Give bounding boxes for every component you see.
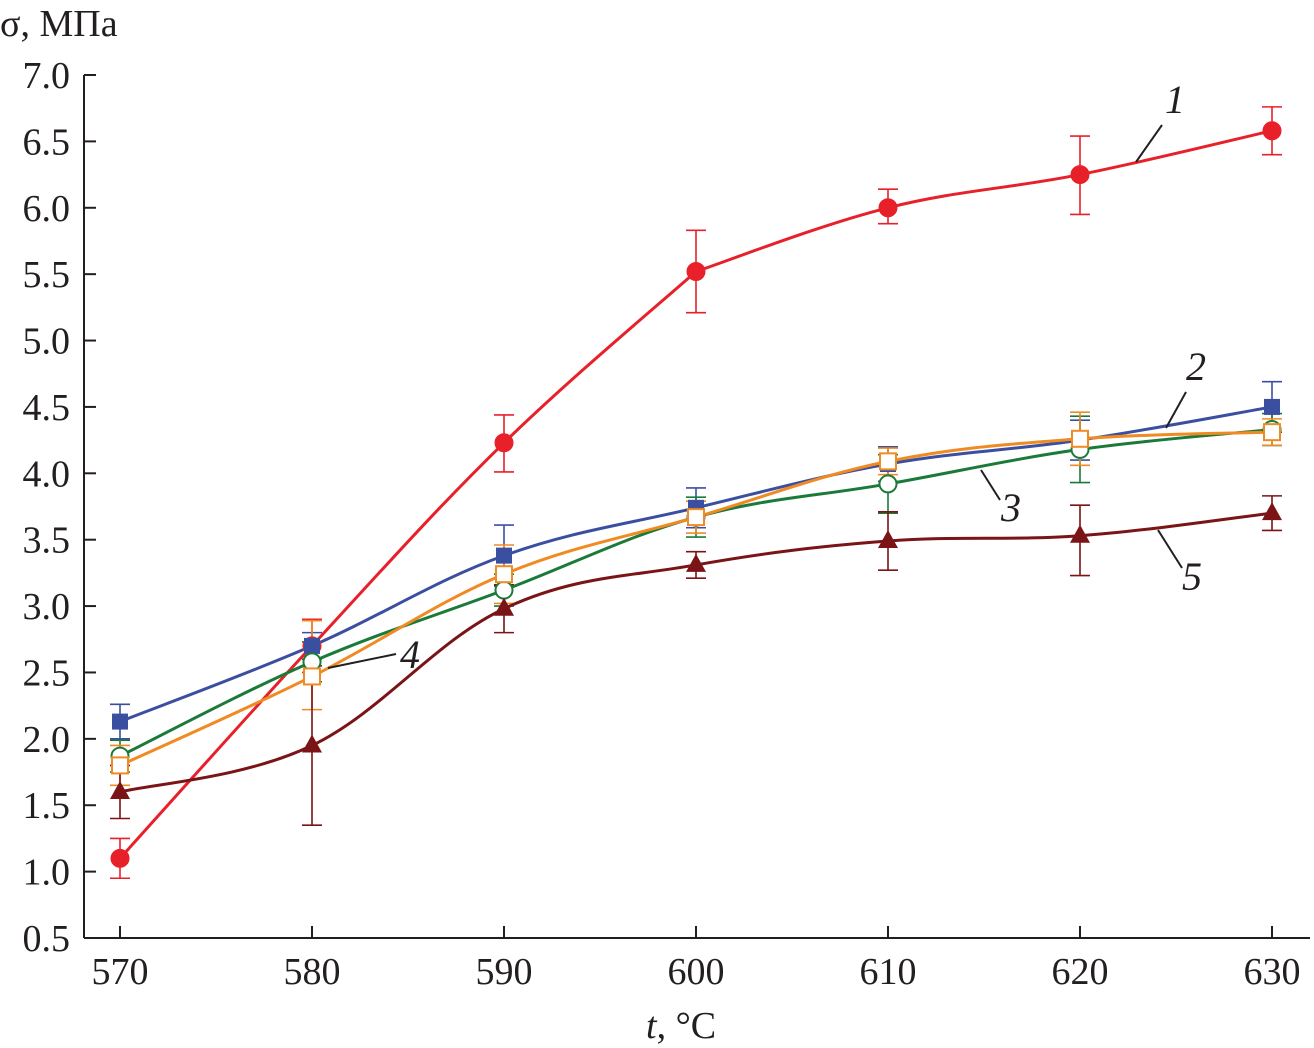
y-tick-label: 1.5 bbox=[23, 785, 71, 827]
data-point-series-4 bbox=[879, 452, 897, 471]
y-tick-label: 7.0 bbox=[23, 55, 71, 97]
data-point-series-5 bbox=[686, 553, 706, 572]
x-tick-label: 580 bbox=[284, 951, 341, 993]
curve-label: 5 bbox=[1182, 554, 1202, 599]
data-point-series-3 bbox=[878, 474, 898, 494]
data-point-series-3 bbox=[494, 580, 514, 600]
y-ticks: 0.5 1.0 1.5 2.0 2.5 3.0 3.5 4.0 4.5 5.0 5.5 6.0 6.5 7… bbox=[23, 55, 96, 960]
data-point-series-4 bbox=[1263, 423, 1281, 442]
curve-label: 2 bbox=[1186, 344, 1206, 389]
y-tick-label: 3.5 bbox=[23, 520, 71, 562]
y-tick-label: 0.5 bbox=[23, 918, 71, 960]
data-point-series-5 bbox=[878, 530, 898, 549]
series-markers bbox=[110, 121, 1282, 868]
data-point-series-4 bbox=[303, 667, 321, 686]
curve-labels: 1 2 3 4 5 bbox=[327, 77, 1206, 677]
data-point-series-1 bbox=[1262, 121, 1282, 141]
error-bars bbox=[110, 106, 1282, 880]
data-point-series-5 bbox=[494, 597, 514, 616]
data-point-series-4 bbox=[495, 565, 513, 584]
data-point-series-4 bbox=[1071, 429, 1089, 448]
curve-label: 1 bbox=[1165, 77, 1185, 122]
data-point-series-2 bbox=[496, 547, 512, 564]
data-point-series-1 bbox=[1070, 165, 1090, 185]
data-point-series-1 bbox=[110, 848, 130, 868]
x-tick-label: 620 bbox=[1052, 951, 1109, 993]
x-tick-label: 600 bbox=[668, 951, 725, 993]
y-tick-label: 6.0 bbox=[23, 188, 71, 230]
x-axis-label-unit: , °C bbox=[657, 1005, 717, 1047]
curve-label: 3 bbox=[1000, 485, 1021, 530]
x-tick-label: 590 bbox=[476, 951, 533, 993]
data-point-series-1 bbox=[878, 198, 898, 218]
data-point-series-2 bbox=[304, 637, 320, 654]
curve-label: 4 bbox=[400, 632, 420, 677]
x-tick-label: 610 bbox=[860, 951, 917, 993]
data-point-series-1 bbox=[686, 261, 706, 281]
x-axis-label-symbol: t bbox=[646, 1005, 658, 1047]
data-point-series-4 bbox=[111, 756, 129, 775]
y-tick-label: 6.5 bbox=[23, 121, 71, 163]
y-tick-label: 4.0 bbox=[23, 453, 71, 495]
y-tick-label: 4.5 bbox=[23, 387, 71, 429]
x-axis-label: t, °C bbox=[646, 1005, 716, 1047]
x-tick-label: 630 bbox=[1244, 951, 1301, 993]
y-tick-label: 2.0 bbox=[23, 719, 71, 761]
data-point-series-1 bbox=[494, 433, 514, 453]
data-point-series-5 bbox=[1262, 502, 1282, 521]
series-line-3 bbox=[119, 428, 1273, 758]
x-tick-label: 570 bbox=[92, 951, 149, 993]
data-point-series-4 bbox=[687, 508, 705, 527]
curve-leader-line bbox=[1157, 529, 1183, 569]
y-tick-label: 5.5 bbox=[23, 254, 71, 296]
y-tick-label: 5.0 bbox=[23, 321, 71, 363]
data-point-series-5 bbox=[110, 780, 130, 799]
y-tick-label: 3.0 bbox=[23, 586, 71, 628]
data-point-series-5 bbox=[302, 734, 322, 753]
data-point-series-2 bbox=[112, 713, 128, 730]
data-point-series-5 bbox=[1070, 524, 1090, 543]
y-axis-label: σ, МПа bbox=[0, 3, 118, 45]
curve-leader-line bbox=[1165, 391, 1187, 429]
curve-leader-line bbox=[1135, 124, 1163, 163]
x-ticks: 570 580 590 600 610 620 630 bbox=[92, 926, 1301, 993]
y-tick-label: 1.0 bbox=[23, 852, 71, 894]
series-line-4 bbox=[119, 430, 1273, 767]
data-point-series-2 bbox=[1264, 398, 1280, 415]
curve-leader-line bbox=[980, 469, 1001, 501]
y-tick-label: 2.5 bbox=[23, 652, 71, 694]
curve-leader-line bbox=[327, 653, 397, 669]
